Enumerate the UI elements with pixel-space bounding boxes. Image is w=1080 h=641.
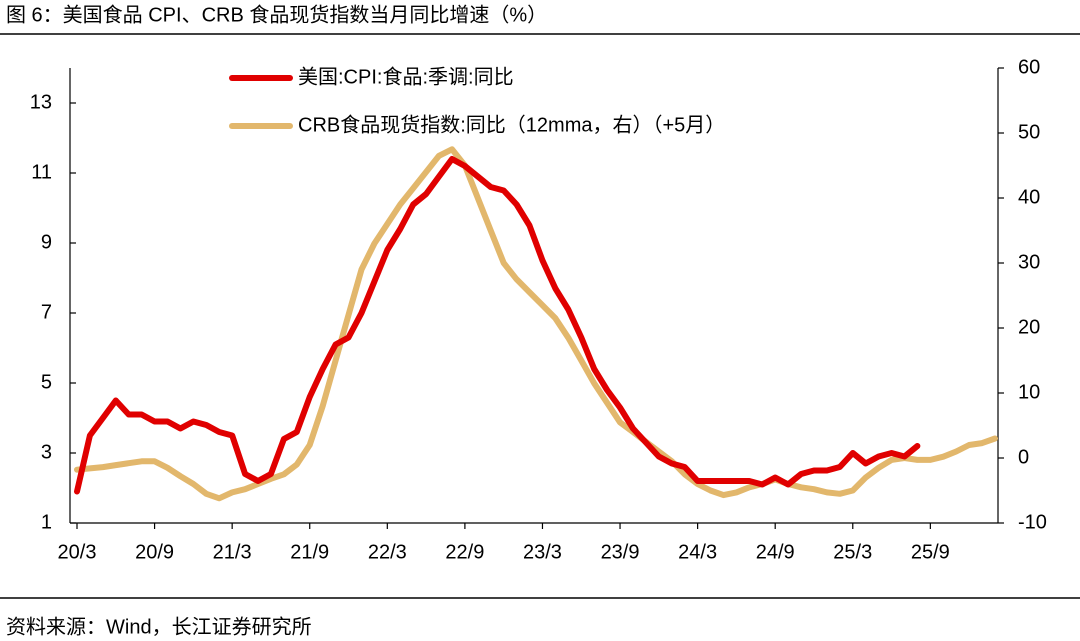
x-tick-label: 25/9 [911, 541, 950, 563]
y2-tick-label: 60 [1018, 56, 1040, 78]
chart-title: 图 6：美国食品 CPI、CRB 食品现货指数当月同比增速（%） [6, 3, 547, 26]
y-tick-label: 3 [41, 441, 52, 463]
line-series [74, 146, 998, 502]
y-tick-label: 11 [31, 161, 52, 183]
line-series [74, 156, 921, 495]
x-tick-label: 24/9 [756, 541, 795, 563]
legend-label: CRB食品现货指数:同比（12mma，右）（+5月） [298, 113, 725, 136]
y-tick-label: 13 [30, 91, 52, 113]
x-tick-label: 23/9 [601, 541, 640, 563]
y2-tick-label: -10 [1018, 511, 1047, 533]
y-tick-label: 7 [41, 301, 52, 323]
x-tick-label: 24/3 [678, 541, 717, 563]
y-tick-label: 5 [41, 371, 52, 393]
x-tick-label: 22/9 [445, 541, 484, 563]
x-tick-label: 25/3 [833, 541, 872, 563]
y2-tick-label: 50 [1018, 121, 1040, 143]
y-tick-label: 9 [41, 231, 52, 253]
x-tick-label: 23/3 [523, 541, 562, 563]
y-tick-label: 1 [41, 511, 52, 533]
y2-tick-label: 30 [1018, 251, 1040, 273]
y2-tick-label: 20 [1018, 316, 1040, 338]
legend-label: 美国:CPI:食品:季调:同比 [298, 65, 514, 88]
x-tick-label: 22/3 [368, 541, 407, 563]
x-tick-label: 20/3 [58, 541, 97, 563]
x-tick-label: 20/9 [135, 541, 174, 563]
y2-tick-label: 10 [1018, 381, 1040, 403]
x-tick-label: 21/3 [213, 541, 252, 563]
y2-tick-label: 0 [1018, 446, 1029, 468]
source: 资料来源：Wind，长江证券研究所 [6, 615, 312, 638]
x-tick-label: 21/9 [290, 541, 329, 563]
y2-tick-label: 40 [1018, 186, 1040, 208]
